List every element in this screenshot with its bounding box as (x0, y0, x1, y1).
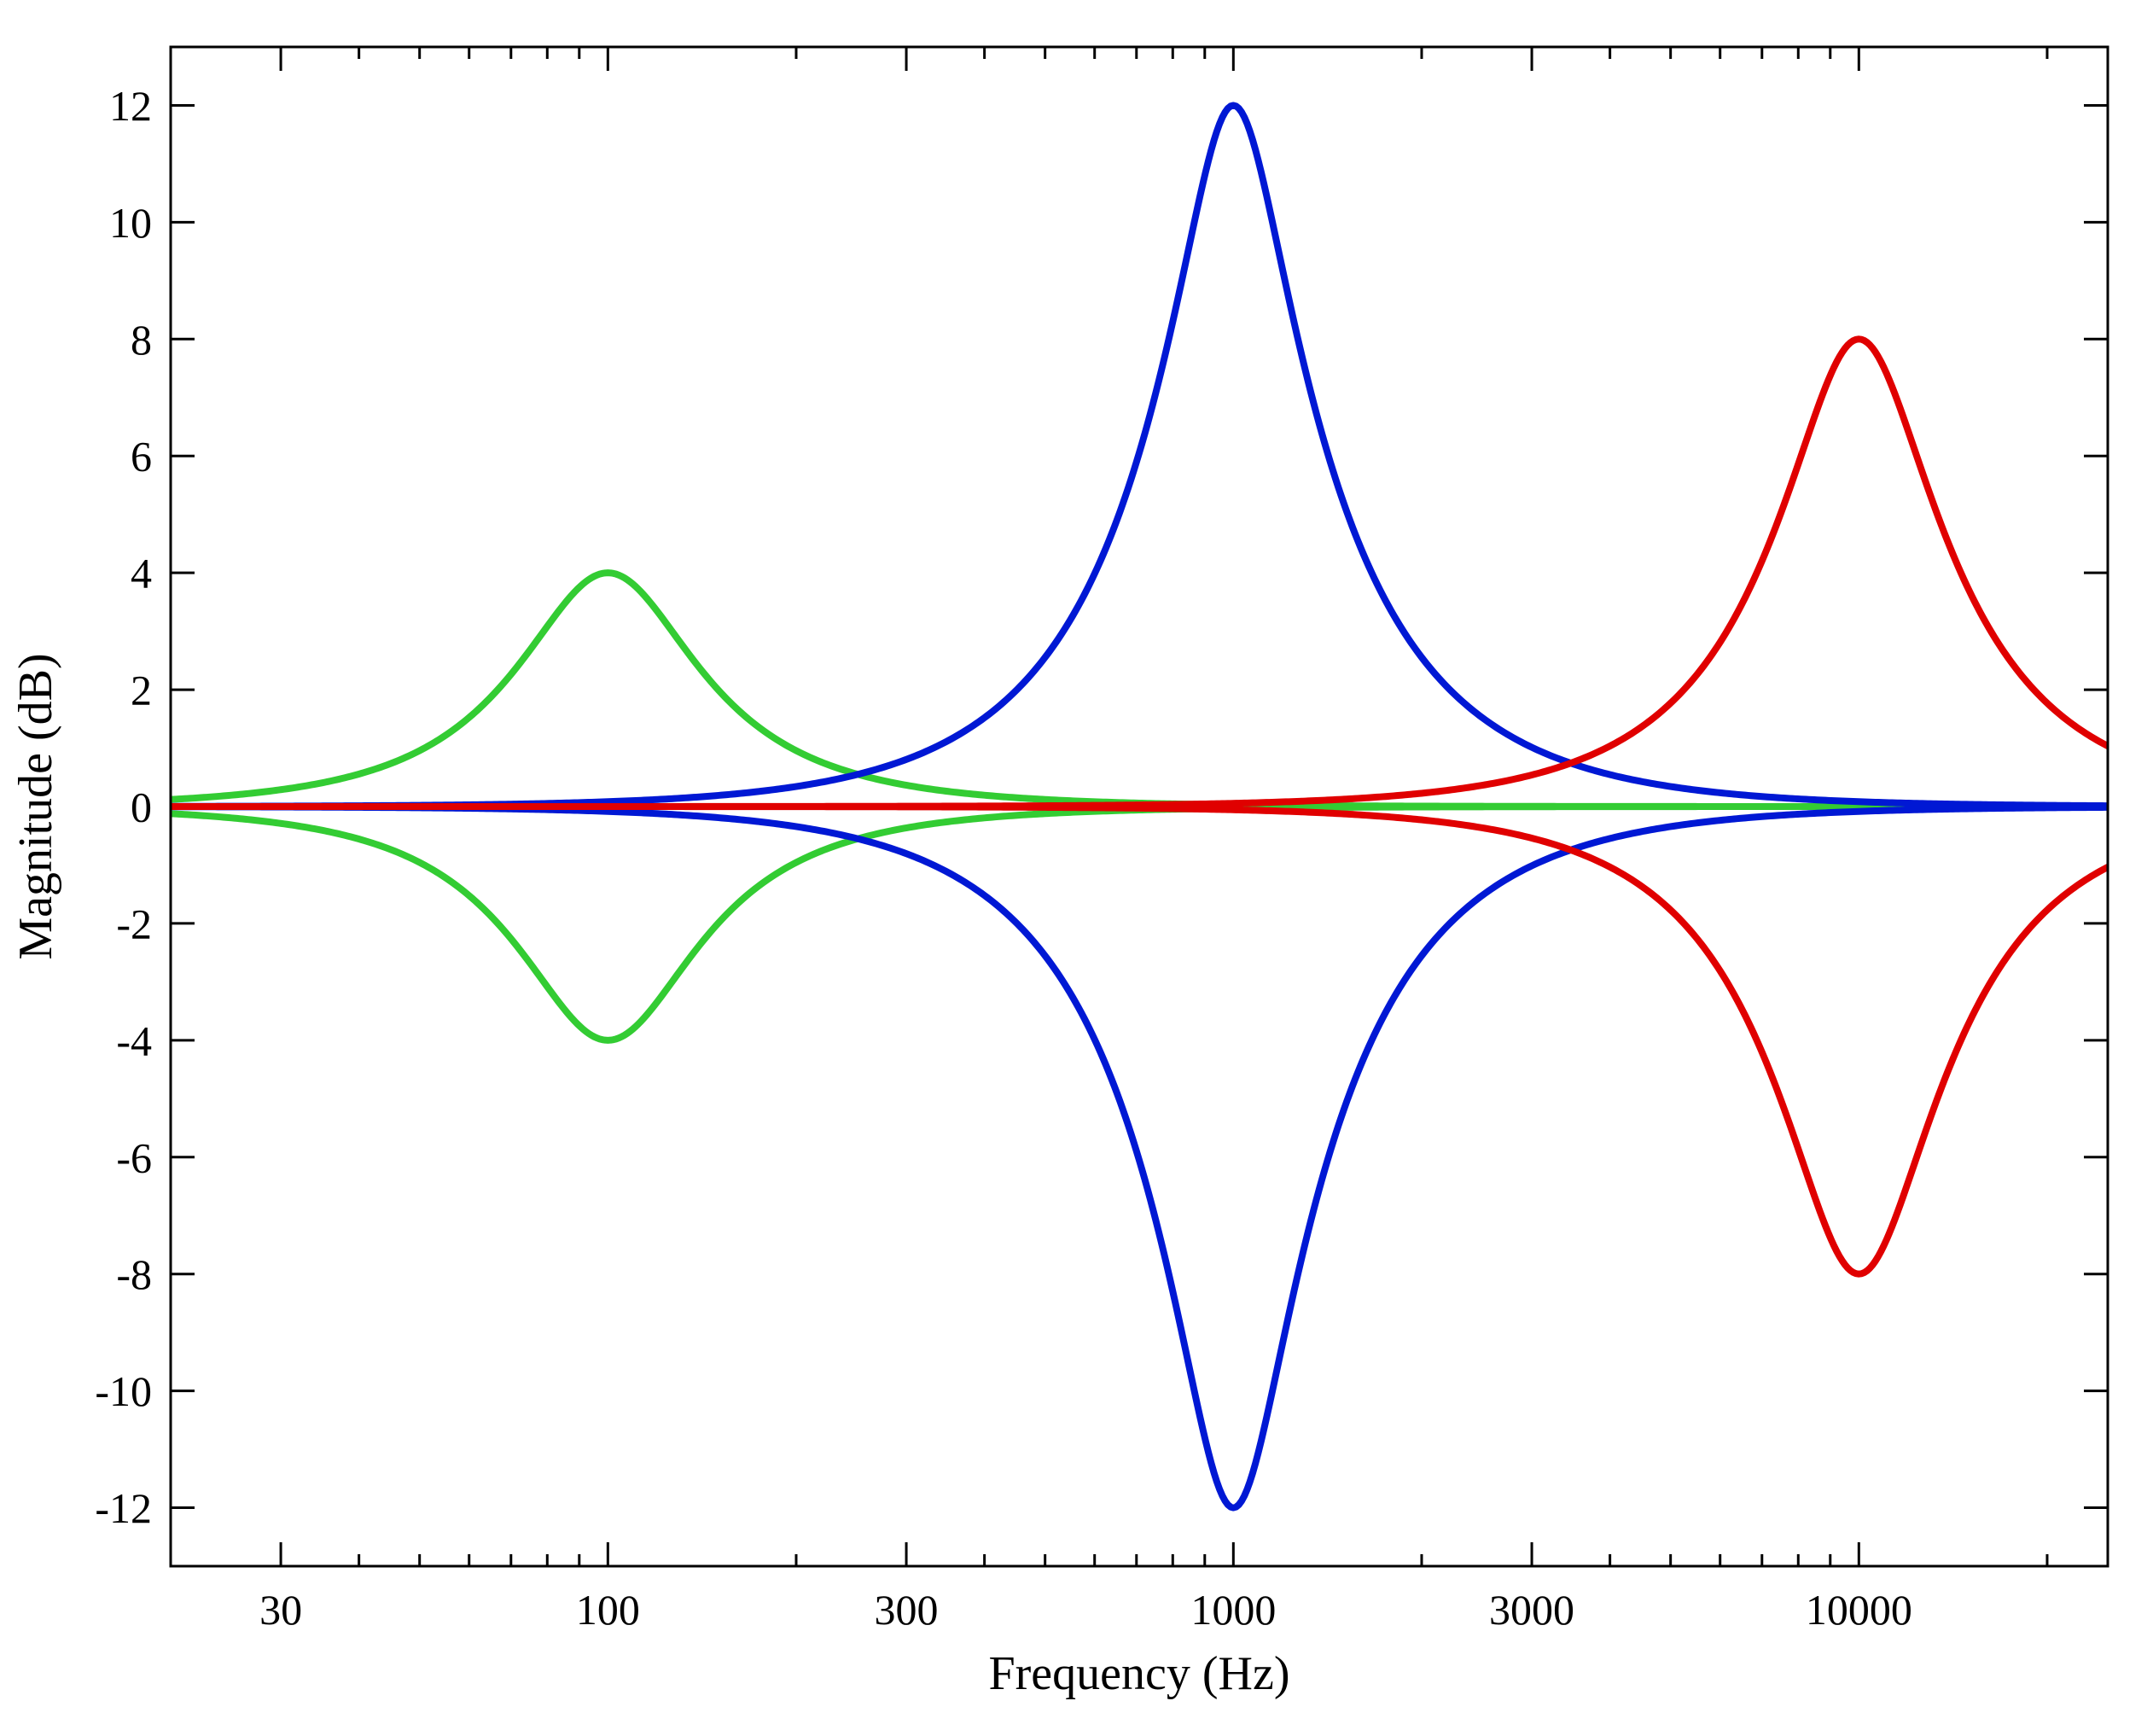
x-tick-label: 3000 (1489, 1586, 1574, 1634)
y-tick-label: 10 (109, 199, 152, 247)
y-tick-label: 0 (131, 784, 152, 831)
chart-svg: 30 100 300 1000 3000 10000 -12 -10 -8 -6 -4 -2 0 2 4 6 8… (0, 0, 2153, 1736)
y-tick-label: -8 (116, 1250, 152, 1298)
x-tick-label: 1000 (1190, 1586, 1276, 1634)
y-tick-label: 2 (131, 667, 152, 714)
x-tick-label: 10000 (1806, 1586, 1912, 1634)
y-tick-label: 12 (109, 82, 152, 130)
y-tick-label: 8 (131, 316, 152, 364)
y-tick-label: -6 (116, 1133, 152, 1181)
y-tick-label: -10 (95, 1367, 152, 1415)
y-tick-label: 4 (131, 550, 152, 597)
x-tick-label: 300 (875, 1586, 939, 1634)
y-tick-label: -4 (116, 1017, 152, 1064)
y-tick-label: -2 (116, 900, 152, 947)
x-axis-label: Frequency (Hz) (989, 1647, 1290, 1700)
y-tick-label: 6 (131, 433, 152, 481)
x-tick-label: 30 (259, 1586, 302, 1634)
y-tick-label: -12 (95, 1484, 152, 1532)
y-axis-label: Magnitude (dB) (9, 653, 62, 959)
eq-chart: 30 100 300 1000 3000 10000 -12 -10 -8 -6 -4 -2 0 2 4 6 8… (0, 0, 2153, 1736)
x-tick-label: 100 (576, 1586, 640, 1634)
